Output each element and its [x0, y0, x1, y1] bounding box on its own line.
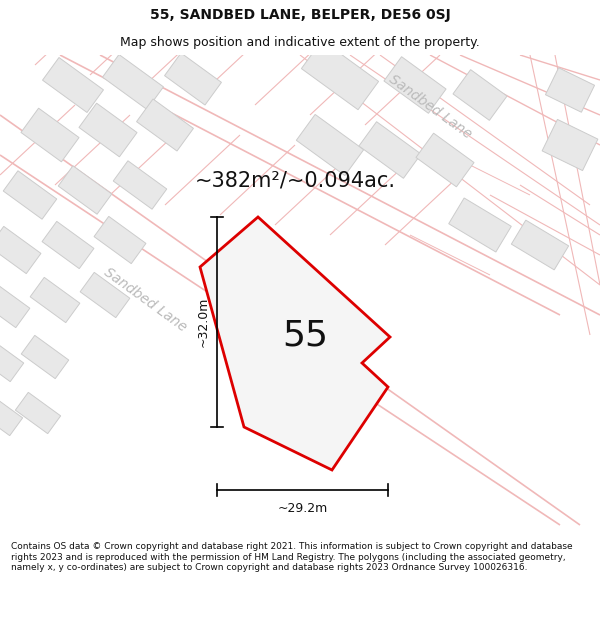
Polygon shape: [542, 119, 598, 171]
Polygon shape: [43, 58, 103, 112]
Polygon shape: [113, 161, 167, 209]
Polygon shape: [164, 53, 221, 105]
Polygon shape: [449, 198, 511, 252]
Polygon shape: [79, 103, 137, 157]
Polygon shape: [545, 68, 595, 112]
Polygon shape: [21, 108, 79, 162]
Text: 55: 55: [282, 318, 328, 352]
Text: 55, SANDBED LANE, BELPER, DE56 0SJ: 55, SANDBED LANE, BELPER, DE56 0SJ: [149, 8, 451, 22]
Polygon shape: [42, 221, 94, 269]
Polygon shape: [511, 220, 569, 270]
Text: Contains OS data © Crown copyright and database right 2021. This information is : Contains OS data © Crown copyright and d…: [11, 542, 572, 572]
Polygon shape: [58, 166, 112, 214]
Polygon shape: [453, 69, 507, 121]
Polygon shape: [0, 338, 24, 382]
Polygon shape: [0, 394, 23, 436]
Text: ~382m²/~0.094ac.: ~382m²/~0.094ac.: [194, 170, 395, 190]
Polygon shape: [80, 272, 130, 318]
Polygon shape: [94, 216, 146, 264]
Polygon shape: [21, 336, 69, 379]
Text: ~29.2m: ~29.2m: [277, 501, 328, 514]
Polygon shape: [296, 114, 364, 176]
Text: Map shows position and indicative extent of the property.: Map shows position and indicative extent…: [120, 36, 480, 49]
Polygon shape: [3, 171, 57, 219]
Polygon shape: [384, 57, 446, 113]
Text: Sandbed Lane: Sandbed Lane: [386, 72, 474, 142]
Polygon shape: [0, 226, 41, 274]
Polygon shape: [200, 217, 390, 470]
Polygon shape: [359, 122, 421, 178]
Text: ~32.0m: ~32.0m: [197, 297, 209, 348]
Polygon shape: [137, 99, 193, 151]
Polygon shape: [0, 282, 30, 328]
Polygon shape: [103, 54, 163, 109]
Text: Sandbed Lane: Sandbed Lane: [101, 266, 189, 334]
Polygon shape: [30, 278, 80, 322]
Polygon shape: [301, 40, 379, 110]
Polygon shape: [416, 133, 474, 187]
Polygon shape: [16, 392, 61, 434]
